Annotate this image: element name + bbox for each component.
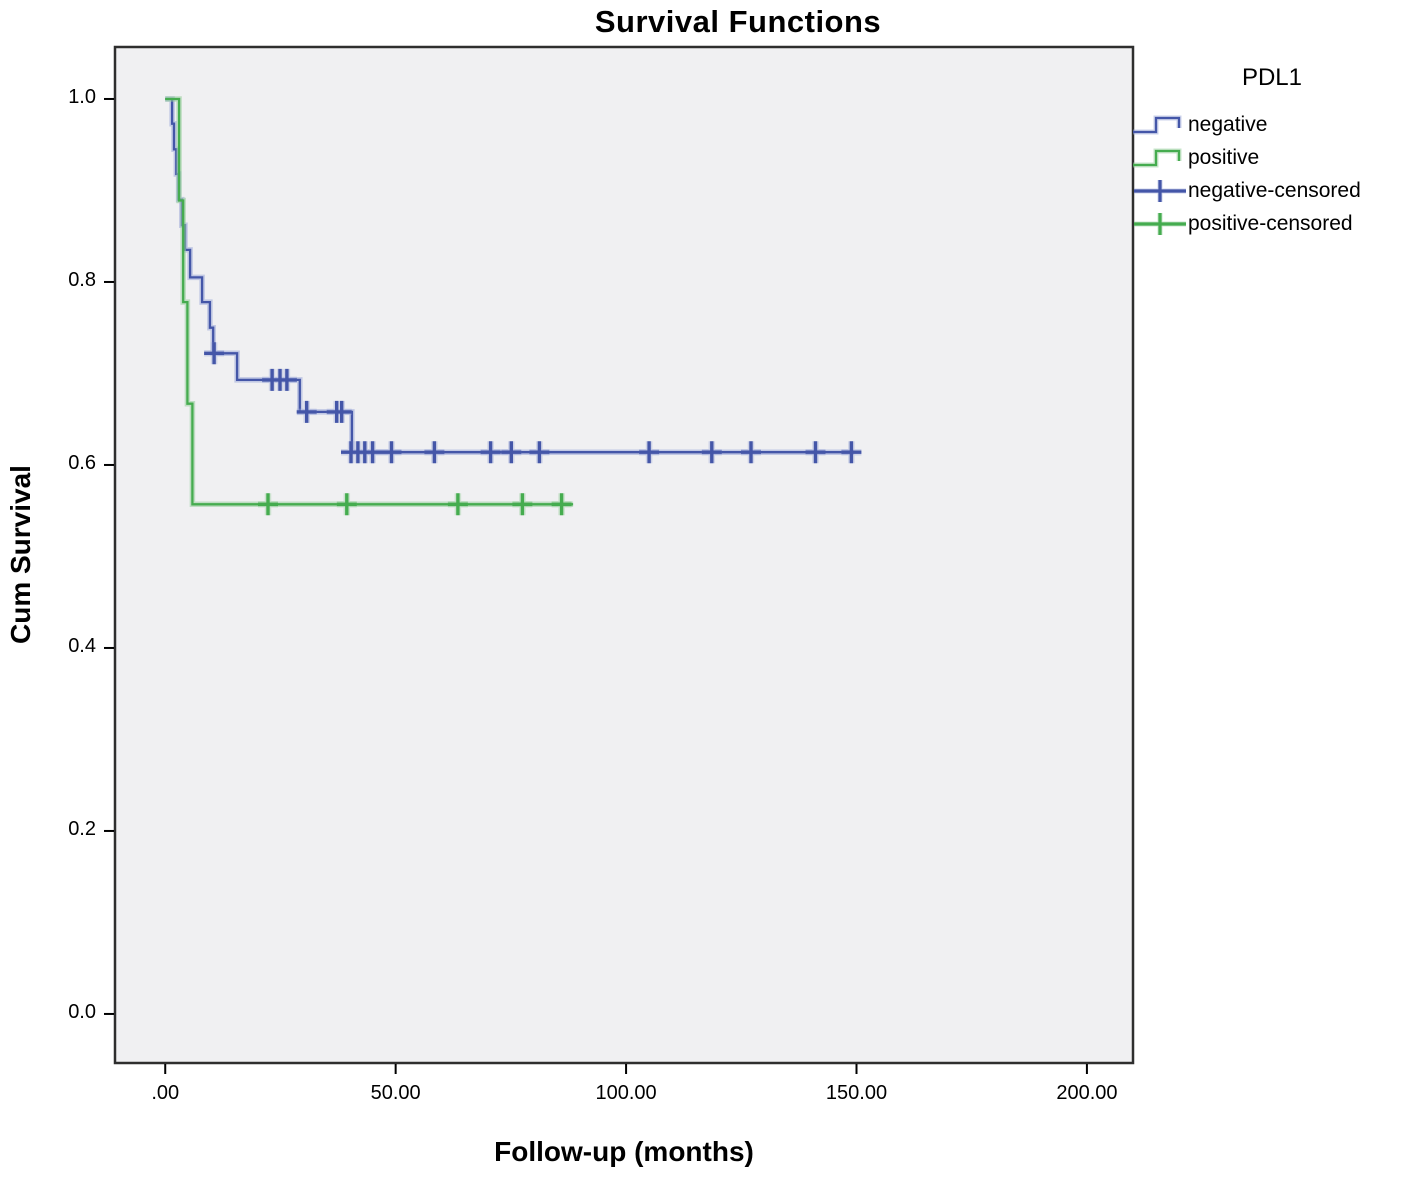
step-line-icon bbox=[1133, 148, 1182, 167]
legend-item-positive-censored: positive-censored bbox=[1132, 207, 1418, 240]
y-tick-label: 0.4 bbox=[68, 634, 96, 657]
chart-title: Survival Functions bbox=[594, 4, 882, 39]
y-axis-label: Cum Survival bbox=[5, 465, 36, 645]
y-tick-label: 0.2 bbox=[68, 817, 96, 840]
y-tick-label: 1.0 bbox=[68, 85, 96, 108]
y-tick-label: 0.0 bbox=[68, 1000, 96, 1023]
x-axis-label: Follow-up (months) bbox=[494, 1136, 754, 1167]
legend-item-label: negative bbox=[1188, 112, 1268, 136]
censored-plus-icon bbox=[1134, 212, 1186, 235]
legend-item-label: positive-censored bbox=[1188, 211, 1353, 235]
x-tick-label: .00 bbox=[151, 1082, 180, 1104]
legend-item-label: positive bbox=[1188, 145, 1260, 169]
censored-marks-positive bbox=[258, 493, 572, 516]
x-tick-label: 100.00 bbox=[595, 1082, 657, 1104]
x-tick-label: 50.00 bbox=[370, 1082, 421, 1104]
legend-item-negative: negative bbox=[1132, 108, 1418, 141]
x-tick-label: 200.00 bbox=[1056, 1082, 1118, 1104]
curve-positive bbox=[165, 97, 574, 506]
legend-item-label: negative-censored bbox=[1188, 178, 1361, 202]
y-tick-label: 0.8 bbox=[68, 268, 96, 291]
step-line-icon bbox=[1133, 115, 1182, 134]
legend-item-negative-censored: negative-censored bbox=[1132, 174, 1418, 207]
plot-area bbox=[113, 45, 1135, 1065]
y-tick-label: 0.6 bbox=[68, 451, 96, 474]
legend-title: PDL1 bbox=[1241, 64, 1303, 91]
x-tick-label: 150.00 bbox=[825, 1082, 888, 1104]
legend-item-positive: positive bbox=[1132, 141, 1418, 174]
censored-marks-negative bbox=[204, 342, 862, 464]
legend-items: negative positive negative-censored positiv… bbox=[1132, 108, 1418, 240]
legend: PDL1 negative positive negative-censored po… bbox=[1132, 58, 1418, 240]
censored-plus-icon bbox=[1134, 179, 1186, 202]
